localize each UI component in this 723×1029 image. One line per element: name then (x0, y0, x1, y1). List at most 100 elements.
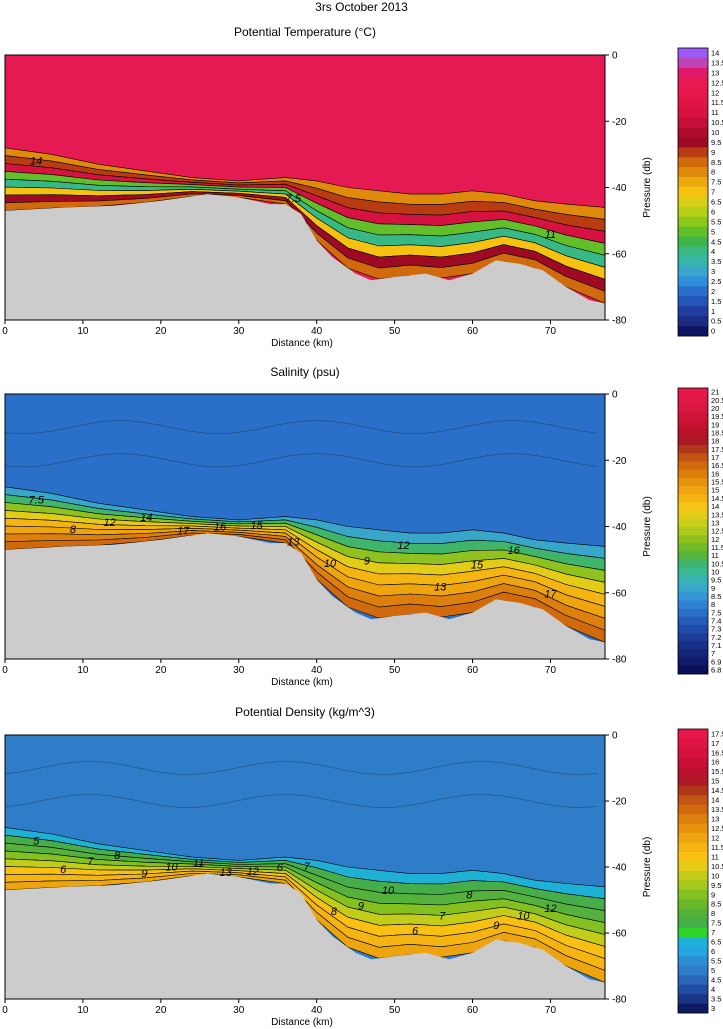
colorbar-label: 13.5 (711, 805, 723, 814)
colorbar-swatch (678, 167, 708, 178)
contour-label: 10 (324, 558, 337, 570)
x-tick-label: 60 (467, 1005, 479, 1016)
x-tick-label: 30 (233, 326, 245, 337)
colorbar-label: 6 (711, 947, 715, 956)
colorbar-label: 10 (711, 871, 719, 880)
colorbar-swatch (678, 117, 708, 128)
x-tick-label: 70 (545, 326, 557, 337)
colorbar-label: 17 (711, 739, 719, 748)
colorbar-swatch (678, 657, 708, 667)
colorbar-swatch (678, 196, 708, 208)
y-axis-label: Pressure (db) (642, 496, 653, 557)
colorbar-label: 3.5 (711, 994, 721, 1003)
x-axis-label: Distance (km) (271, 338, 333, 349)
colorbar-label: 4 (711, 985, 715, 994)
colorbar-label: 18 (711, 437, 719, 446)
x-tick-label: 70 (545, 665, 557, 676)
colorbar-label: 21 (711, 388, 719, 397)
colorbar-label: 15 (711, 486, 719, 495)
contour-label: 9 (364, 555, 370, 567)
density-plot: 0 10 20 30 40 50 60 70 Distance (km) 0 -20 -40 -60 -8… (2, 731, 653, 1029)
colorbar-swatch (678, 871, 708, 881)
density-colorbar: 17.51716.51615.51514.51413.51312.51211.5… (677, 728, 723, 1014)
x-tick-label: 50 (389, 665, 401, 676)
colorbar-swatch (678, 842, 708, 853)
colorbar-label: 19 (711, 420, 719, 429)
colorbar-label: 13.5 (711, 510, 723, 519)
x-tick-label: 60 (467, 326, 479, 337)
colorbar-label: 13 (711, 518, 719, 527)
colorbar-label: 8 (711, 909, 715, 918)
contour-label: 14 (30, 156, 42, 168)
colorbar-swatch (678, 908, 708, 919)
colorbar-label: 16.5 (711, 748, 723, 757)
colorbar-frame (677, 387, 709, 675)
contour-label: 15 (250, 520, 263, 532)
colorbar-label: 12 (711, 535, 719, 544)
contour-line (4, 794, 598, 808)
colorbar-label: 4.5 (711, 237, 721, 246)
y-tick-label: -80 (612, 655, 627, 666)
colorbar-swatch (678, 502, 708, 511)
x-tick-label: 0 (2, 326, 8, 337)
colorbar-swatch (678, 107, 708, 118)
contour-label: 16 (214, 521, 227, 533)
colorbar-label: 14.5 (711, 494, 723, 503)
colorbar-swatch (678, 965, 708, 976)
colorbar-swatch (678, 396, 708, 405)
colorbar-label: 4 (711, 247, 715, 256)
contour-label: 11 (545, 229, 556, 241)
colorbar-swatch (678, 757, 708, 768)
colorbar-swatch (678, 266, 708, 277)
contour-line (4, 761, 598, 775)
contour-label: 12 (104, 517, 116, 529)
colorbar-label: 10 (711, 128, 719, 137)
colorbar-label: 7 (711, 188, 715, 197)
x-tick-label: 20 (155, 1005, 167, 1016)
figure-title: 3rs October 2013 (315, 0, 408, 14)
y-axis-label: Pressure (db) (642, 837, 653, 898)
colorbar-swatch (678, 437, 708, 446)
colorbar-label: 7.4 (711, 616, 721, 625)
colorbar-label: 11 (711, 108, 719, 117)
colorbar-label: 7 (711, 649, 715, 658)
colorbar-swatch (678, 67, 708, 79)
colorbar-swatch (678, 510, 708, 520)
colorbar-label: 17 (711, 453, 719, 462)
colorbar-label: 4.5 (711, 975, 721, 984)
colorbar-swatch (678, 388, 708, 397)
y-tick-label: -40 (612, 863, 627, 874)
colorbar-label: 17.5 (711, 729, 723, 738)
colorbar-label: 15.5 (711, 478, 723, 487)
colorbar-swatch (678, 814, 708, 824)
colorbar-swatch (678, 420, 708, 430)
colorbar-label: 15 (711, 777, 719, 786)
temperature-colorbar: 1413.51312.51211.51110.5109.598.587.576.… (677, 47, 723, 337)
colorbar-swatch (678, 486, 708, 495)
colorbar-swatch (678, 766, 708, 777)
colorbar-swatch (678, 137, 708, 148)
colorbar-label: 7 (711, 928, 715, 937)
contour-label: 7 (304, 861, 311, 873)
colorbar-swatch (678, 469, 708, 479)
colorbar-label: 11.5 (711, 843, 723, 852)
colorbar-label: 10.5 (711, 559, 723, 568)
colorbar-swatch (678, 296, 708, 307)
x-tick-label: 0 (2, 665, 8, 676)
colorbar-label: 11 (711, 852, 719, 861)
colorbar-label: 14 (711, 49, 719, 58)
contour-label: 16 (508, 545, 521, 557)
seafloor (5, 873, 605, 999)
colorbar-swatch (678, 226, 708, 237)
colorbar-label: 6.9 (711, 657, 721, 666)
colorbar-swatch (678, 246, 708, 257)
colorbar-swatch (678, 918, 708, 929)
colorbar-label: 8.5 (711, 900, 721, 909)
contour-label: 17 (544, 589, 557, 601)
colorbar-label: 18.5 (711, 429, 723, 438)
colorbar-swatch (678, 880, 708, 891)
colorbar-swatch (678, 729, 708, 739)
colorbar-label: 15.5 (711, 767, 723, 776)
x-tick-label: 40 (311, 1005, 323, 1016)
colorbar-label: 5 (711, 227, 715, 236)
